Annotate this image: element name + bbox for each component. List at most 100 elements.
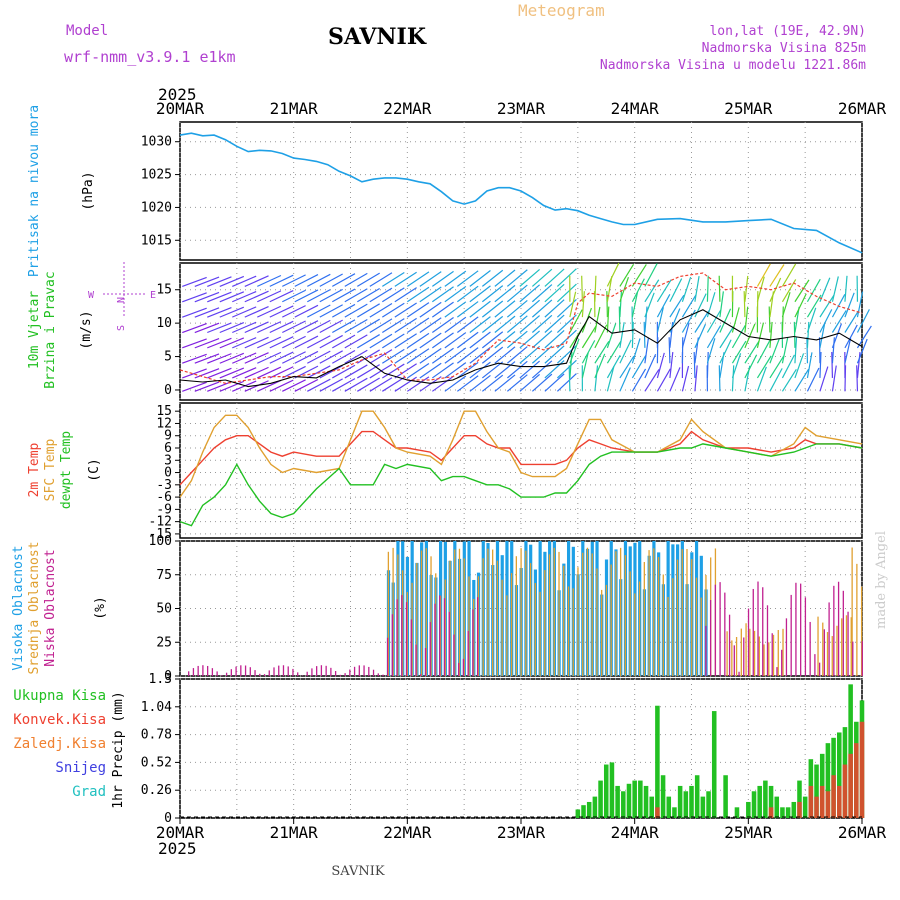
- wind-arrow: [531, 284, 553, 303]
- cloud-unit: (%): [93, 596, 108, 619]
- wind-arrow: [794, 337, 798, 364]
- wind-arrow: [769, 368, 783, 392]
- wind-arrow: [781, 263, 797, 287]
- wind-arrow: [469, 270, 491, 287]
- wind-arrow: [232, 321, 257, 334]
- wind-arrow: [519, 360, 540, 379]
- wind-arrow: [469, 300, 491, 318]
- wind-arrow: [731, 340, 747, 364]
- header: Model wrf-nmm_v3.9.1 e1km SAVNIK Meteogr…: [64, 1, 889, 879]
- wind-arrow: [656, 307, 664, 333]
- wind-arrow: [269, 290, 294, 303]
- wind-arrow: [431, 286, 454, 303]
- compass-icon: N S W E: [88, 262, 156, 331]
- precip-bar: [854, 743, 859, 818]
- wind-arrow: [619, 339, 632, 364]
- wind-arrow: [769, 338, 780, 364]
- wind-arrow: [282, 305, 306, 318]
- wind-arrow: [219, 291, 245, 303]
- wind-arrow: [669, 352, 674, 379]
- wind-arrow: [556, 359, 577, 379]
- lonlat-text: lon,lat (19E, 42.9N): [709, 24, 866, 39]
- wind-arrow: [282, 365, 306, 379]
- wind-arrow: [382, 318, 405, 334]
- wind-arrow: [744, 323, 756, 349]
- wind-arrow: [594, 353, 606, 379]
- wind-arrow: [831, 337, 835, 364]
- precip-bar: [603, 764, 609, 818]
- wind-arrow: [569, 309, 583, 333]
- y-tick-label: 100: [149, 534, 172, 549]
- wind-arrow: [419, 301, 442, 318]
- y-tick-label: 25: [156, 635, 172, 650]
- wind-arrow: [456, 347, 479, 364]
- cloud-series-2: [188, 581, 863, 676]
- wind-arrow: [369, 287, 393, 303]
- wind-arrow: [232, 367, 257, 379]
- wind-arrow: [194, 322, 220, 334]
- precip-bar: [575, 809, 581, 818]
- wind-arrow: [544, 314, 565, 333]
- y-tick-label: 15: [156, 283, 172, 298]
- wind-arrow: [382, 376, 405, 392]
- wind-arrow: [806, 352, 813, 379]
- precip-bar: [638, 780, 643, 818]
- precip-bar: [677, 785, 683, 818]
- precip-bar: [598, 780, 603, 818]
- precip-bar: [621, 791, 626, 818]
- wind-arrow: [194, 381, 220, 392]
- wind-arrow: [194, 307, 220, 318]
- wind-arrow: [207, 276, 232, 287]
- y-tick-label: -12: [149, 515, 172, 530]
- wind-arrow: [257, 274, 282, 287]
- wind-arrow: [244, 290, 269, 303]
- y-tick-label: 1025: [141, 168, 172, 183]
- wind-arrow: [456, 375, 479, 392]
- y-tick-label: 6: [164, 441, 172, 456]
- wind-arrow: [531, 299, 553, 318]
- wind-arrow: [369, 377, 393, 392]
- wind-arrow: [706, 351, 709, 378]
- wind-arrow: [357, 349, 380, 364]
- y-tick-label: -15: [149, 527, 172, 542]
- wind-arrow: [257, 366, 282, 379]
- pressure-unit: (hPa): [81, 171, 96, 210]
- wind-arrow: [481, 300, 504, 318]
- wind-arrow: [456, 316, 479, 333]
- wind-arrow: [844, 275, 848, 302]
- wind-arrow: [219, 352, 245, 364]
- wind-arrow: [531, 330, 553, 349]
- wind-arrow: [631, 355, 647, 379]
- wind-arrow: [506, 374, 528, 392]
- wind-arrow: [756, 355, 772, 379]
- wind-arrow: [656, 352, 665, 379]
- wind-arrow: [419, 362, 442, 379]
- wind-arrow: [581, 291, 585, 318]
- wind-arrow: [556, 283, 577, 303]
- precip-conv-bars: [655, 721, 865, 818]
- wind-arrow: [731, 353, 742, 379]
- wind-arrow: [694, 365, 698, 392]
- wind-arrow: [769, 277, 782, 303]
- wind-arrow: [656, 294, 671, 318]
- wind-arrow: [744, 354, 758, 379]
- wind-arrow: [332, 303, 356, 318]
- wind-arrow: [844, 292, 855, 318]
- pressure-line: [179, 132, 863, 254]
- wind-arrow: [419, 286, 442, 303]
- precip-bar: [723, 775, 728, 818]
- wind-arrow: [506, 315, 528, 333]
- wind-arrow: [781, 292, 791, 318]
- precip-bar: [780, 807, 785, 818]
- wind-arrow: [431, 362, 454, 379]
- wind-arrow: [744, 306, 749, 333]
- precip-legend-item: Zaledj.Kisa: [13, 736, 106, 752]
- y-tick-label: 0: [164, 669, 172, 684]
- precip-bar: [609, 762, 615, 818]
- wind-arrow: [544, 329, 565, 349]
- wind-arrow: [706, 325, 722, 349]
- wind-arrow: [406, 332, 430, 349]
- wind-arrow: [307, 378, 331, 392]
- wind-arrow: [369, 349, 393, 364]
